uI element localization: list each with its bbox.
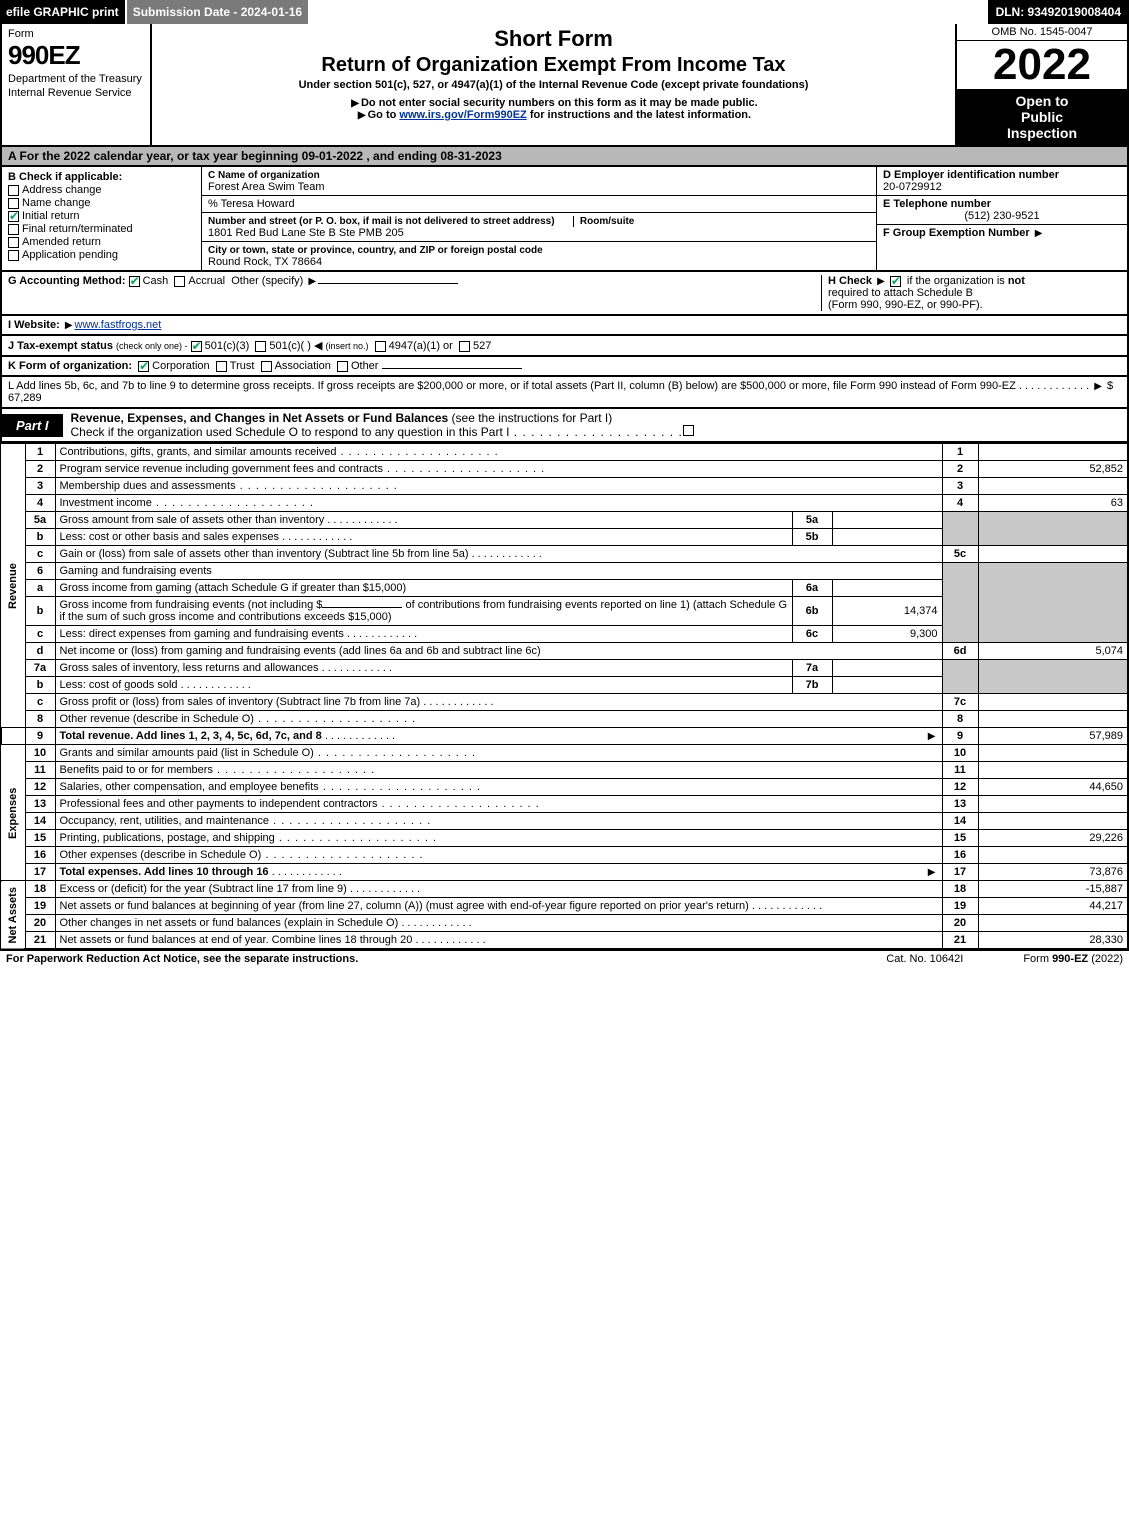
line-6a-amount (832, 580, 942, 597)
line-2-amount: 52,852 (978, 461, 1128, 478)
submission-date: Submission Date - 2024-01-16 (127, 0, 310, 24)
group-exemption: F Group Exemption Number (883, 227, 1030, 239)
dept-treasury: Department of the Treasury (8, 73, 144, 85)
form-header: Form 990EZ Department of the Treasury In… (0, 24, 1129, 147)
expenses-label: Expenses (1, 745, 25, 881)
cb-501c[interactable] (255, 341, 266, 352)
line-6c-amount: 9,300 (832, 626, 942, 643)
telephone: (512) 230-9521 (883, 210, 1121, 222)
cb-trust[interactable] (216, 361, 227, 372)
line-8-amount (978, 711, 1128, 728)
line-7b-amount (832, 677, 942, 694)
cb-cash[interactable] (129, 276, 140, 287)
form-number: 990EZ (8, 40, 144, 71)
section-b-checkboxes: B Check if applicable: Address change Na… (2, 167, 202, 270)
line-14-amount (978, 813, 1128, 830)
cb-527[interactable] (459, 341, 470, 352)
row-j-tax-exempt: J Tax-exempt status (check only one) - 5… (0, 336, 1129, 357)
form-word: Form (8, 28, 144, 40)
cb-schedule-b-not-required[interactable] (890, 276, 901, 287)
header-left: Form 990EZ Department of the Treasury In… (2, 24, 152, 145)
org-name: Forest Area Swim Team (208, 181, 325, 193)
line-11-amount (978, 762, 1128, 779)
dept-irs: Internal Revenue Service (8, 87, 144, 99)
line-6d-amount: 5,074 (978, 643, 1128, 660)
part-i-header: Part I Revenue, Expenses, and Changes in… (0, 409, 1129, 443)
line-1-amount (978, 444, 1128, 461)
tax-year: 2022 (957, 41, 1127, 89)
line-21-amount: 28,330 (978, 932, 1128, 950)
main-title: Return of Organization Exempt From Incom… (160, 54, 947, 77)
cb-application-pending[interactable]: Application pending (8, 249, 195, 261)
care-of: % Teresa Howard (202, 196, 876, 213)
cb-name-change[interactable]: Name change (8, 197, 195, 209)
cb-initial-return[interactable]: Initial return (8, 210, 195, 222)
line-7c-amount (978, 694, 1128, 711)
header-center: Short Form Return of Organization Exempt… (152, 24, 957, 145)
line-18-amount: -15,887 (978, 881, 1128, 898)
cb-4947[interactable] (375, 341, 386, 352)
line-17-amount: 73,876 (978, 864, 1128, 881)
ssn-warning: Do not enter social security numbers on … (361, 97, 758, 109)
cb-other[interactable] (337, 361, 348, 372)
ein: 20-0729912 (883, 181, 942, 193)
line-5a-amount (832, 512, 942, 529)
omb-number: OMB No. 1545-0047 (957, 24, 1127, 41)
subtitle: Under section 501(c), 527, or 4947(a)(1)… (160, 79, 947, 91)
revenue-label: Revenue (1, 444, 25, 728)
row-g-h: G Accounting Method: Cash Accrual Other … (0, 272, 1129, 316)
street-address: 1801 Red Bud Lane Ste B Ste PMB 205 (208, 227, 404, 239)
line-16-amount (978, 847, 1128, 864)
line-7a-amount (832, 660, 942, 677)
row-l-gross-receipts: L Add lines 5b, 6c, and 7b to line 9 to … (0, 377, 1129, 409)
irs-link[interactable]: www.irs.gov/Form990EZ (399, 109, 526, 121)
net-assets-label: Net Assets (1, 881, 25, 950)
line-13-amount (978, 796, 1128, 813)
cb-accrual[interactable] (174, 276, 185, 287)
cb-corporation[interactable] (138, 361, 149, 372)
website-link[interactable]: www.fastfrogs.net (75, 319, 162, 331)
line-9-amount: 57,989 (978, 728, 1128, 745)
line-15-amount: 29,226 (978, 830, 1128, 847)
line-6b-amount: 14,374 (832, 597, 942, 626)
open-to-public: Open to Public Inspection (957, 89, 1127, 145)
entity-block: B Check if applicable: Address change Na… (0, 167, 1129, 272)
section-c: C Name of organization Forest Area Swim … (202, 167, 877, 270)
paperwork-notice: For Paperwork Reduction Act Notice, see … (6, 953, 358, 965)
row-i-website: I Website: www.fastfrogs.net (0, 316, 1129, 336)
line-20-amount (978, 915, 1128, 932)
page-footer: For Paperwork Reduction Act Notice, see … (0, 950, 1129, 967)
row-k-org-form: K Form of organization: Corporation Trus… (0, 357, 1129, 377)
line-5b-amount (832, 529, 942, 546)
dln: DLN: 93492019008404 (988, 0, 1129, 24)
cat-no: Cat. No. 10642I (886, 953, 963, 965)
line-12-amount: 44,650 (978, 779, 1128, 796)
cb-501c3[interactable] (191, 341, 202, 352)
part-i-table: Revenue 1 Contributions, gifts, grants, … (0, 443, 1129, 950)
cb-schedule-o-part1[interactable] (683, 425, 694, 436)
row-a-tax-year: A For the 2022 calendar year, or tax yea… (0, 147, 1129, 167)
cb-address-change[interactable]: Address change (8, 184, 195, 196)
cb-association[interactable] (261, 361, 272, 372)
line-10-amount (978, 745, 1128, 762)
part-i-tag: Part I (2, 414, 63, 437)
line-4-amount: 63 (978, 495, 1128, 512)
header-right: OMB No. 1545-0047 2022 Open to Public In… (957, 24, 1127, 145)
line-19-amount: 44,217 (978, 898, 1128, 915)
section-h: H Check if the organization is not requi… (821, 275, 1121, 311)
cb-final-return[interactable]: Final return/terminated (8, 223, 195, 235)
short-form-title: Short Form (160, 26, 947, 52)
cb-amended-return[interactable]: Amended return (8, 236, 195, 248)
city-state-zip: Round Rock, TX 78664 (208, 256, 322, 268)
line-3-amount (978, 478, 1128, 495)
line-5c-amount (978, 546, 1128, 563)
efile-print[interactable]: efile GRAPHIC print (0, 0, 127, 24)
top-bar: efile GRAPHIC print Submission Date - 20… (0, 0, 1129, 24)
section-def: D Employer identification number 20-0729… (877, 167, 1127, 270)
